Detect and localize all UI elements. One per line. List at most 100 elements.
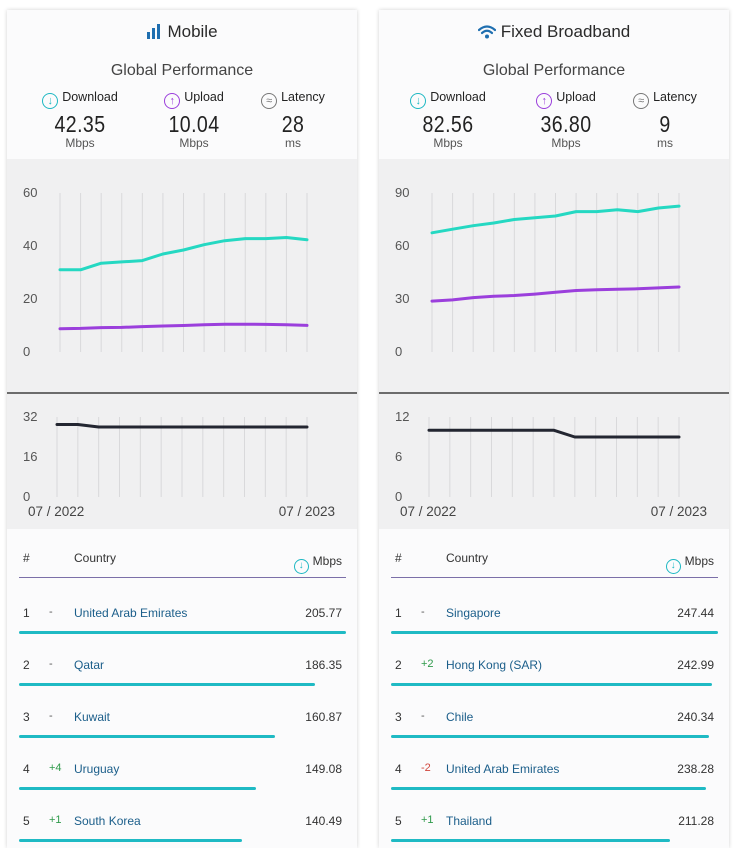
series-line <box>58 322 309 331</box>
metric-label: Upload <box>556 90 596 104</box>
y-tick-label: 12 <box>395 409 409 424</box>
rank-number: 4 <box>395 762 402 776</box>
y-tick-label: 90 <box>395 185 409 200</box>
speed-bar <box>19 787 256 790</box>
subtitle: Global Performance <box>110 62 254 79</box>
speed-value: 140.49 <box>305 814 342 828</box>
panel-title-text: Mobile <box>167 22 218 41</box>
country-link[interactable]: Singapore <box>446 606 501 620</box>
speed-value: 242.99 <box>677 658 714 672</box>
metrics: ↓ Download 42.35 Mbps ↑ Upload 10.04 Mbps … <box>7 88 357 166</box>
rank-number: 1 <box>23 606 30 620</box>
country-link[interactable]: Qatar <box>74 658 105 672</box>
rank-change: - <box>421 606 425 618</box>
latency-icon: ≈ <box>261 93 278 109</box>
latency-icon: ≈ <box>633 93 650 109</box>
country-link[interactable]: Hong Kong (SAR) <box>446 658 543 672</box>
metric-unit: Mbps <box>551 136 581 150</box>
header-country: Country <box>74 551 117 565</box>
rank-number: 1 <box>395 606 402 620</box>
metric-value: 10.04 <box>168 111 220 137</box>
country-link[interactable]: Uruguay <box>74 762 120 776</box>
rank-number: 2 <box>23 658 30 672</box>
header-divider <box>19 577 346 578</box>
table-row[interactable]: 2 - Qatar 186.35 <box>7 658 357 710</box>
y-tick-label: 20 <box>23 291 37 306</box>
table-row[interactable]: 4 -2 United Arab Emirates 238.28 <box>379 762 729 814</box>
rank-change: +1 <box>49 814 62 826</box>
header-country: Country <box>446 551 489 565</box>
y-tick-label: 60 <box>23 185 37 200</box>
speed-bar <box>391 683 713 686</box>
header-unit: Mbps <box>684 554 714 568</box>
panel-title: Fixed Broadband <box>379 22 729 44</box>
speed-bar <box>19 631 346 634</box>
metric-label: Latency <box>281 90 325 104</box>
upload-metric: ↑ Upload 10.04 Mbps <box>134 88 254 150</box>
speed-value: 247.44 <box>677 606 714 620</box>
country-link[interactable]: Kuwait <box>74 710 111 724</box>
y-tick-label: 0 <box>23 489 30 504</box>
country-link[interactable]: United Arab Emirates <box>446 762 560 776</box>
fixed-charts: 0 30 60 90 0 6 12 07 / 2022 07 / 2023 <box>379 185 729 519</box>
series-line <box>58 236 309 272</box>
speed-value: 211.28 <box>678 814 714 828</box>
speed-bar <box>19 683 315 686</box>
country-link[interactable]: Chile <box>446 710 474 724</box>
table-row[interactable]: 1 - Singapore 247.44 <box>379 606 729 658</box>
rank-change: -2 <box>421 762 431 774</box>
download-metric: ↓ Download 42.35 Mbps <box>20 88 140 150</box>
country-link[interactable]: United Arab Emirates <box>74 606 188 620</box>
country-link[interactable]: South Korea <box>74 814 141 828</box>
chart-area: 0 30 60 90 0 6 12 07 / 2022 07 / 2023 <box>379 159 729 529</box>
table-row[interactable]: 3 - Chile 240.34 <box>379 710 729 762</box>
y-tick-label: 32 <box>23 409 37 424</box>
metric-value: 28 <box>281 111 305 137</box>
rank-number: 4 <box>23 762 30 776</box>
metrics: ↓ Download 82.56 Mbps ↑ Upload 36.80 Mbps … <box>379 88 729 166</box>
series-line <box>55 423 309 429</box>
table-row[interactable]: 4 +4 Uruguay 149.08 <box>7 762 357 814</box>
panel-title-text: Fixed Broadband <box>500 22 631 41</box>
rank-change: +4 <box>49 762 62 774</box>
chart-area: 0 20 40 60 0 16 32 07 / 2022 07 / 2023 <box>7 159 357 529</box>
country-link[interactable]: Thailand <box>446 814 493 828</box>
fixed-broadband-panel: Fixed Broadband Global Performance ↓ Down… <box>379 10 729 848</box>
download-metric: ↓ Download 82.56 Mbps <box>388 88 508 150</box>
subtitle: Global Performance <box>482 62 626 79</box>
speed-bar <box>391 839 671 842</box>
metric-unit: Mbps <box>433 136 463 150</box>
table-row[interactable]: 2 +2 Hong Kong (SAR) 242.99 <box>379 658 729 710</box>
date-end-label: 07 / 2023 <box>651 504 707 519</box>
speed-value: 238.28 <box>677 762 714 776</box>
table-row[interactable]: 5 +1 Thailand 211.28 <box>379 814 729 848</box>
download-icon: ↓ <box>410 93 427 109</box>
series-line <box>430 285 681 303</box>
rank-number: 5 <box>23 814 30 828</box>
y-tick-label: 16 <box>23 449 37 464</box>
rank-number: 3 <box>23 710 30 724</box>
date-start-label: 07 / 2022 <box>28 504 84 519</box>
upload-icon: ↑ <box>164 93 181 109</box>
speed-bar <box>19 839 243 842</box>
metric-unit: ms <box>657 136 673 150</box>
table-row[interactable]: 1 - United Arab Emirates 205.77 <box>7 606 357 658</box>
y-tick-label: 0 <box>23 344 30 359</box>
rank-change: - <box>49 658 53 670</box>
speed-value: 160.87 <box>305 710 342 724</box>
metric-label: Upload <box>184 90 224 104</box>
speed-value: 240.34 <box>677 710 714 724</box>
table-row[interactable]: 3 - Kuwait 160.87 <box>7 710 357 762</box>
mobile-panel: Mobile Global Performance ↓ Download 42.3… <box>7 10 357 848</box>
table-row[interactable]: 5 +1 South Korea 140.49 <box>7 814 357 848</box>
table-header: # Country ↓ Mbps <box>7 551 357 579</box>
speed-bar <box>391 735 709 738</box>
upload-icon: ↑ <box>536 93 553 109</box>
rank-change: - <box>49 606 53 618</box>
y-tick-label: 30 <box>395 291 409 306</box>
latency-metric: ≈ Latency 9 ms <box>605 88 725 150</box>
y-tick-label: 0 <box>395 344 402 359</box>
date-end-label: 07 / 2023 <box>279 504 335 519</box>
y-tick-label: 6 <box>395 449 402 464</box>
ranking-table: # Country ↓ Mbps 1 - Singapore 247.44 2 +2 Hong… <box>379 529 729 848</box>
